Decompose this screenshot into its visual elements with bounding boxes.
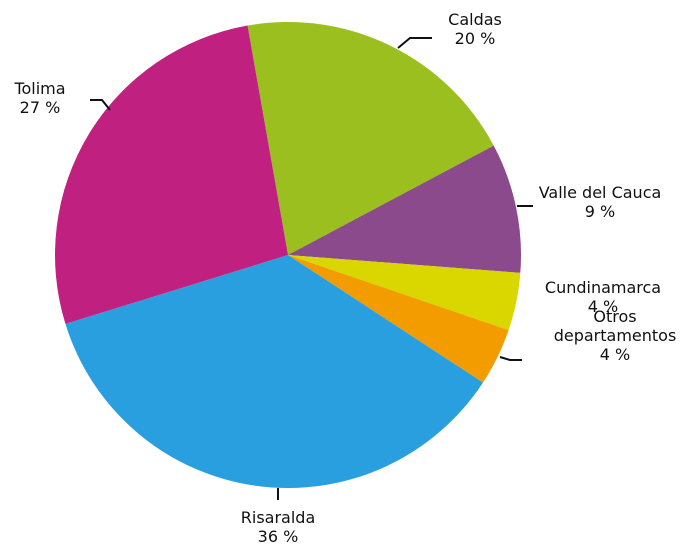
leader-line — [499, 356, 522, 361]
category-label: Tolima — [14, 79, 66, 98]
category-label: Valle del Cauca — [538, 183, 662, 202]
pie-slice — [288, 255, 509, 383]
slice-label: Tolima 27 % — [14, 79, 65, 117]
category-label: Risaralda — [240, 508, 316, 527]
value-label: 36 % — [257, 527, 299, 546]
leader-line — [90, 99, 111, 111]
pie-slice — [65, 255, 483, 488]
pie-slice — [288, 255, 521, 331]
category-label: Otros departamentos — [553, 307, 677, 345]
value-label: 27 % — [19, 98, 61, 117]
slice-label: Valle del Cauca 9 % — [539, 183, 662, 221]
slice-label: Otros departamentos 4 % — [550, 307, 680, 364]
pie-slice — [247, 22, 494, 255]
category-label: Cundinamarca — [544, 278, 662, 297]
value-label: 20 % — [454, 29, 496, 48]
pie-slice — [54, 25, 288, 324]
leader-line — [397, 37, 432, 49]
value-label: 9 % — [584, 202, 616, 221]
value-label: 4 % — [587, 297, 619, 316]
slice-label: Risaralda 36 % — [241, 508, 316, 546]
slice-label: Cundinamarca 4 % — [545, 278, 661, 316]
pie-slice — [288, 145, 522, 273]
value-label: 4 % — [599, 345, 631, 364]
slice-label: Caldas 20 % — [448, 10, 502, 48]
category-label: Caldas — [448, 10, 502, 29]
